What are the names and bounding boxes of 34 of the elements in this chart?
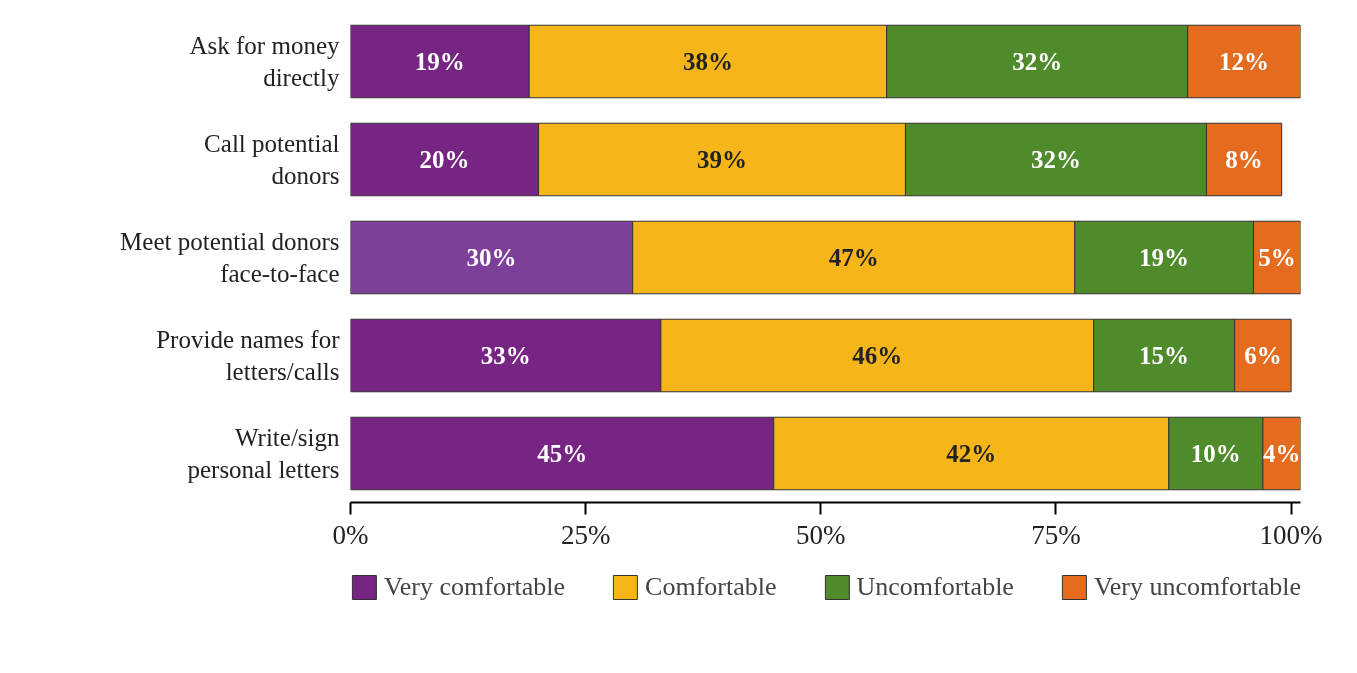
legend-label: Comfortable [645, 572, 777, 602]
data-label: 45% [537, 440, 588, 467]
legend-label: Uncomfortable [856, 572, 1014, 602]
data-label: 32% [1012, 48, 1063, 75]
data-label: 19% [414, 48, 465, 75]
y-tick-label: Write/sign personal letters [187, 423, 340, 484]
data-label: 19% [1139, 244, 1190, 271]
x-tick-label: 100% [1259, 519, 1323, 550]
data-label: 4% [1262, 440, 1301, 467]
data-label: 5% [1258, 244, 1296, 271]
data-label: 6% [1244, 342, 1282, 369]
x-tick-label: 25% [560, 519, 611, 550]
x-tick-label: 0% [332, 519, 369, 550]
data-label: 30% [466, 244, 517, 271]
y-tick-label: Call potential donors [204, 129, 340, 190]
data-label: 39% [697, 146, 748, 173]
data-label: 47% [828, 244, 879, 271]
data-label: 8% [1225, 146, 1263, 173]
data-label: 32% [1030, 146, 1081, 173]
y-tick-label: Meet potential donors face-to-face [120, 227, 340, 288]
data-label: 46% [852, 342, 903, 369]
legend-label: Very comfortable [383, 572, 566, 602]
y-tick-label: Ask for money directly [189, 31, 340, 92]
x-tick-label: 50% [796, 519, 846, 550]
data-label: 20% [419, 146, 470, 173]
y-tick-label: Provide names for letters/calls [156, 325, 341, 386]
data-label: 42% [946, 440, 997, 467]
data-label: 10% [1190, 440, 1241, 467]
x-tick-label: 75% [1031, 519, 1081, 550]
data-label: 33% [480, 342, 531, 369]
data-label: 15% [1139, 342, 1190, 369]
data-label: 12% [1219, 48, 1270, 75]
legend-label: Very uncomfortable [1093, 572, 1301, 602]
data-label: 38% [682, 48, 733, 75]
